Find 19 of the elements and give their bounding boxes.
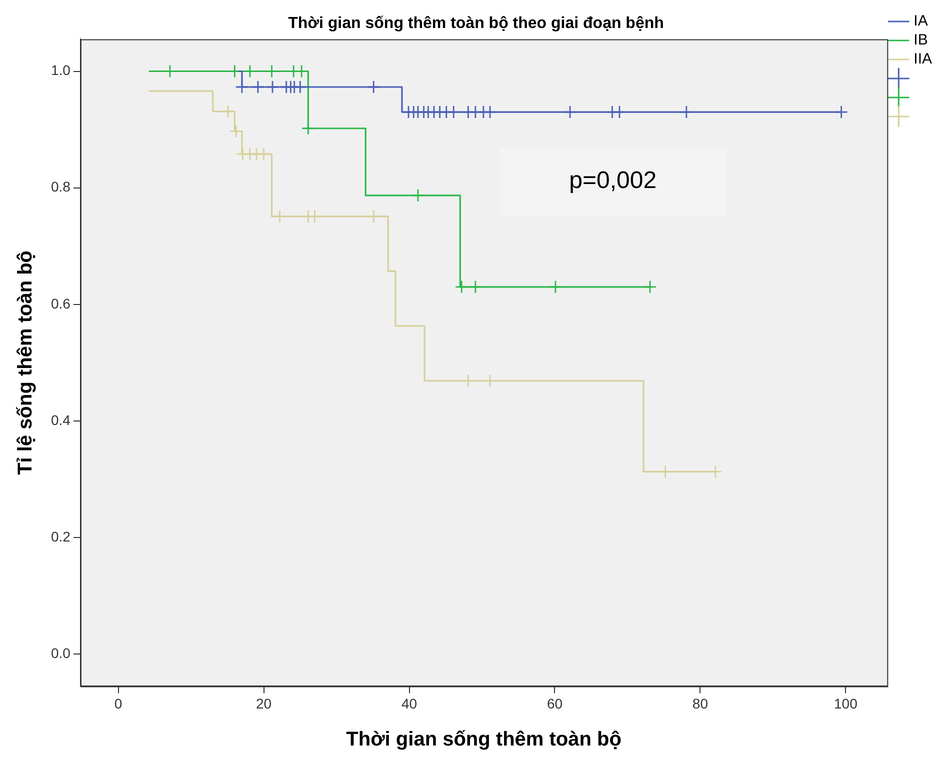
legend-label: IB [914, 32, 928, 49]
x-tick-label: 0 [114, 695, 122, 712]
y-tick-label: 0.6 [50, 295, 71, 312]
y-tick-label: 0.4 [50, 412, 71, 428]
x-tick-label: 80 [692, 695, 708, 712]
legend-label: IIA [914, 50, 932, 68]
y-tick-label: 0.2 [50, 528, 71, 544]
annotation: p=0,002 [569, 167, 657, 194]
legend-label: IA [914, 12, 928, 30]
y-tick-label: 0.0 [50, 645, 71, 661]
x-tick-label: 20 [256, 695, 272, 712]
x-tick-label: 100 [834, 695, 858, 712]
x-tick-label: 40 [401, 695, 418, 712]
y-tick-label: 1.0 [50, 62, 71, 78]
chart-title: Thời gian sống thêm toàn bộ theo giai đoạn bệnh [288, 15, 664, 32]
x-tick-label: 60 [546, 695, 563, 712]
y-tick-label: 0.8 [50, 178, 71, 195]
y-axis-title: Tỉ lệ sống thêm toàn bộ [14, 250, 37, 475]
x-axis-title: Thời gian sống thêm toàn bộ [346, 728, 622, 751]
